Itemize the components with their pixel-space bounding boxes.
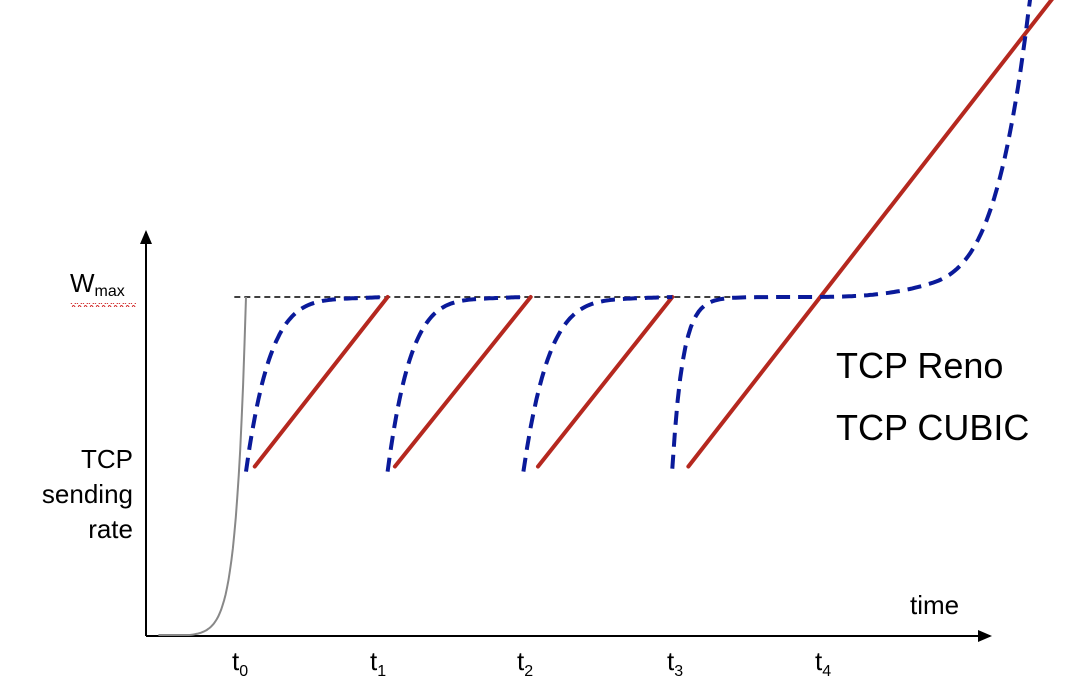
spellcheck-underline [70,303,136,307]
reno-segment [395,297,531,467]
cubic-segment [388,297,524,472]
series-tcp-reno [255,0,1071,466]
x-tick-labels: t0 t1 t2 t3 t4 [232,646,831,680]
x-tick-label: t0 [232,646,248,680]
reno-segment [538,297,672,467]
legend-entry-tcp-reno: TCP Reno [836,345,1003,386]
y-axis-label-line-1: TCP [81,444,133,474]
y-axis-label-line-3: rate [88,514,133,544]
x-axis-label: time [910,590,959,620]
x-tick-label: t3 [667,646,683,680]
reno-segment [255,297,388,467]
x-tick-label: t1 [370,646,386,680]
reno-segment [688,0,1071,466]
x-tick-label: t4 [815,646,831,680]
slow-start-curve [158,297,246,635]
cubic-segment [672,0,1031,469]
y-marker-label: Wmax [70,268,125,300]
legend-entry-tcp-cubic: TCP CUBIC [836,407,1029,448]
x-tick-label: t2 [517,646,533,680]
y-axis-label-line-2: sending [42,479,133,509]
series-tcp-cubic [246,0,1031,472]
